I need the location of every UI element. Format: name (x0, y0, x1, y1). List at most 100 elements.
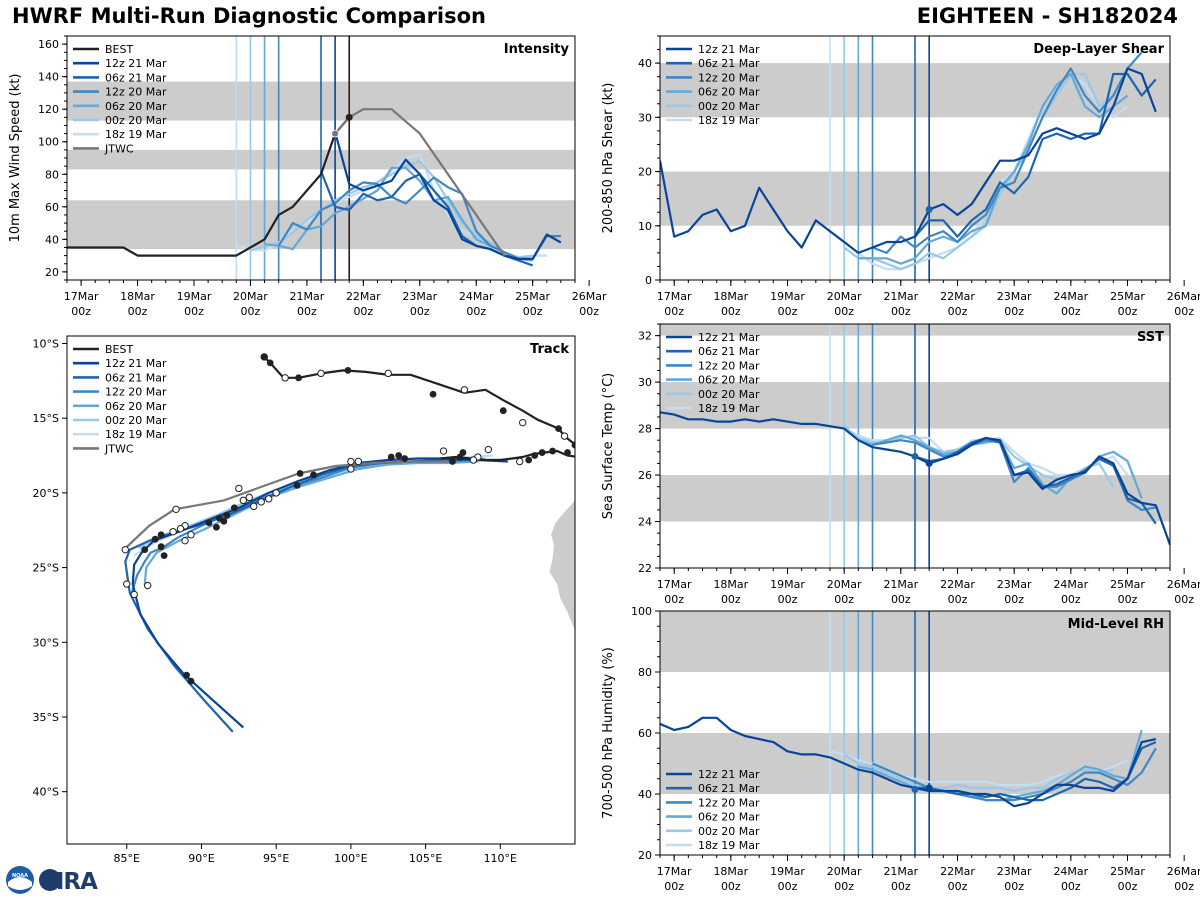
track-filled-marker (499, 407, 507, 415)
track-series-line (124, 458, 501, 733)
track-filled-marker (213, 523, 220, 531)
track-ytick-label: 40°S (33, 786, 59, 799)
track-legend-label: 12z 20 Mar (105, 386, 167, 399)
rh-legend-label: 18z 19 Mar (698, 839, 760, 852)
rh-series-line (660, 716, 1157, 808)
intensity-ylabel: 10m Max Wind Speed (kt) (8, 74, 23, 243)
shear-ytick-label: 10 (638, 220, 652, 233)
intensity-legend-label: 00z 20 Mar (105, 114, 167, 127)
track-legend-label: JTWC (104, 442, 134, 455)
sst-legend-label: 12z 21 Mar (698, 331, 760, 344)
track-filled-marker (157, 531, 165, 539)
intensity-xtick-day: 17Mar (64, 290, 99, 303)
track-ytick-label: 10°S (33, 337, 59, 350)
sst-xtick-hour: 00z (1174, 593, 1194, 606)
track-open-marker (347, 465, 355, 473)
sst-panel-title: SST (1137, 330, 1164, 345)
shear-ylabel: 200-850 hPa Shear (kt) (601, 83, 616, 234)
track-filled-marker (395, 452, 403, 459)
intensity-ytick-label: 40 (45, 233, 59, 246)
intensity-xtick-day: 18Mar (120, 290, 155, 303)
sst-legend-label: 06z 20 Mar (698, 374, 760, 387)
track-open-marker (235, 484, 243, 493)
rh-xtick-hour: 00z (1174, 880, 1194, 893)
sst-xtick-hour: 00z (948, 593, 968, 606)
track-filled-marker (344, 366, 352, 374)
intensity-xtick-day: 22Mar (346, 290, 381, 303)
intensity-xtick-hour: 00z (184, 305, 204, 318)
shear-xtick-hour: 00z (948, 305, 968, 318)
track-open-marker (172, 505, 180, 514)
shear-xtick-day: 18Mar (713, 290, 748, 303)
intensity-ytick-label: 20 (45, 266, 59, 279)
rh-xtick-hour: 00z (891, 880, 911, 893)
sst-xtick-hour: 00z (1118, 593, 1138, 606)
intensity-ytick-label: 100 (38, 136, 59, 149)
rh-current-point (911, 785, 919, 793)
sst-xtick-day: 23Mar (997, 578, 1032, 591)
track-open-marker (123, 580, 131, 588)
sst-panel: 22 24 26 28 30 32 17Mar 00z 18Mar 00z 19Mar 00z 20Ma… (601, 323, 1200, 606)
shear-xtick-day: 26Mar (1167, 290, 1200, 303)
sst-xtick-hour: 00z (778, 593, 798, 606)
shear-panel: 0 10 20 30 40 17Mar 00z 18Mar 00z 19Mar 00z 20Mar 00… (601, 35, 1200, 318)
shear-series-line (843, 72, 1114, 271)
sst-xtick-day: 20Mar (827, 578, 862, 591)
track-panel: 10°S 15°S 20°S 25°S 30°S 35°S 40°S 85°E 90°E 95°E… (33, 335, 576, 865)
track-panel-title: Track (530, 342, 569, 357)
shear-current-point (925, 206, 933, 214)
track-filled-marker (387, 453, 395, 461)
track-ytick-label: 25°S (33, 562, 59, 575)
best-current-point (345, 113, 353, 121)
track-open-marker (169, 528, 177, 536)
track-xtick-label: 95°E (263, 852, 289, 865)
sst-xtick-hour: 00z (721, 593, 741, 606)
intensity-ytick-label: 60 (45, 201, 59, 214)
track-filled-marker (555, 425, 562, 433)
intensity-legend-label: JTWC (104, 142, 134, 155)
track-open-marker (121, 545, 129, 554)
shear-series-line (660, 67, 1157, 254)
rh-current-point (925, 784, 933, 792)
rh-legend-label: 12z 21 Mar (698, 768, 760, 781)
shear-xtick-hour: 00z (1174, 305, 1194, 318)
sst-xtick-day: 24Mar (1053, 578, 1088, 591)
track-filled-marker (295, 374, 302, 382)
rh-legend-label: 06z 21 Mar (698, 782, 760, 795)
sst-ytick-label: 22 (638, 562, 652, 575)
shear-xtick-hour: 00z (778, 305, 798, 318)
rh-panel-title: Mid-Level RH (1068, 617, 1164, 632)
track-series-line (440, 449, 575, 462)
rh-xtick-day: 22Mar (940, 865, 975, 878)
track-filled-marker (549, 447, 556, 455)
track-filled-marker (220, 517, 228, 525)
track-filled-marker (571, 441, 575, 449)
shear-xtick-day: 24Mar (1053, 290, 1088, 303)
shear-ytick-label: 30 (638, 111, 652, 124)
rh-xtick-hour: 00z (1004, 880, 1024, 893)
shear-xtick-hour: 00z (834, 305, 854, 318)
intensity-xtick-hour: 00z (353, 305, 373, 318)
intensity-ytick-label: 120 (38, 103, 59, 116)
rh-xtick-day: 21Mar (883, 865, 918, 878)
track-series-line (263, 356, 575, 445)
sst-xtick-day: 19Mar (770, 578, 805, 591)
track-filled-marker (141, 546, 149, 554)
sst-ytick-label: 26 (638, 469, 652, 482)
intensity-legend-label: 12z 20 Mar (105, 86, 167, 99)
track-open-marker (469, 456, 478, 464)
rh-xtick-day: 19Mar (770, 865, 805, 878)
track-open-marker (354, 457, 363, 466)
shear-xtick-day: 17Mar (657, 290, 692, 303)
rh-xtick-hour: 00z (664, 880, 684, 893)
rh-series-line (843, 753, 1114, 793)
shear-xtick-hour: 00z (1061, 305, 1081, 318)
track-series-line (143, 460, 478, 586)
track-open-marker (516, 457, 524, 466)
track-frame (66, 335, 576, 845)
